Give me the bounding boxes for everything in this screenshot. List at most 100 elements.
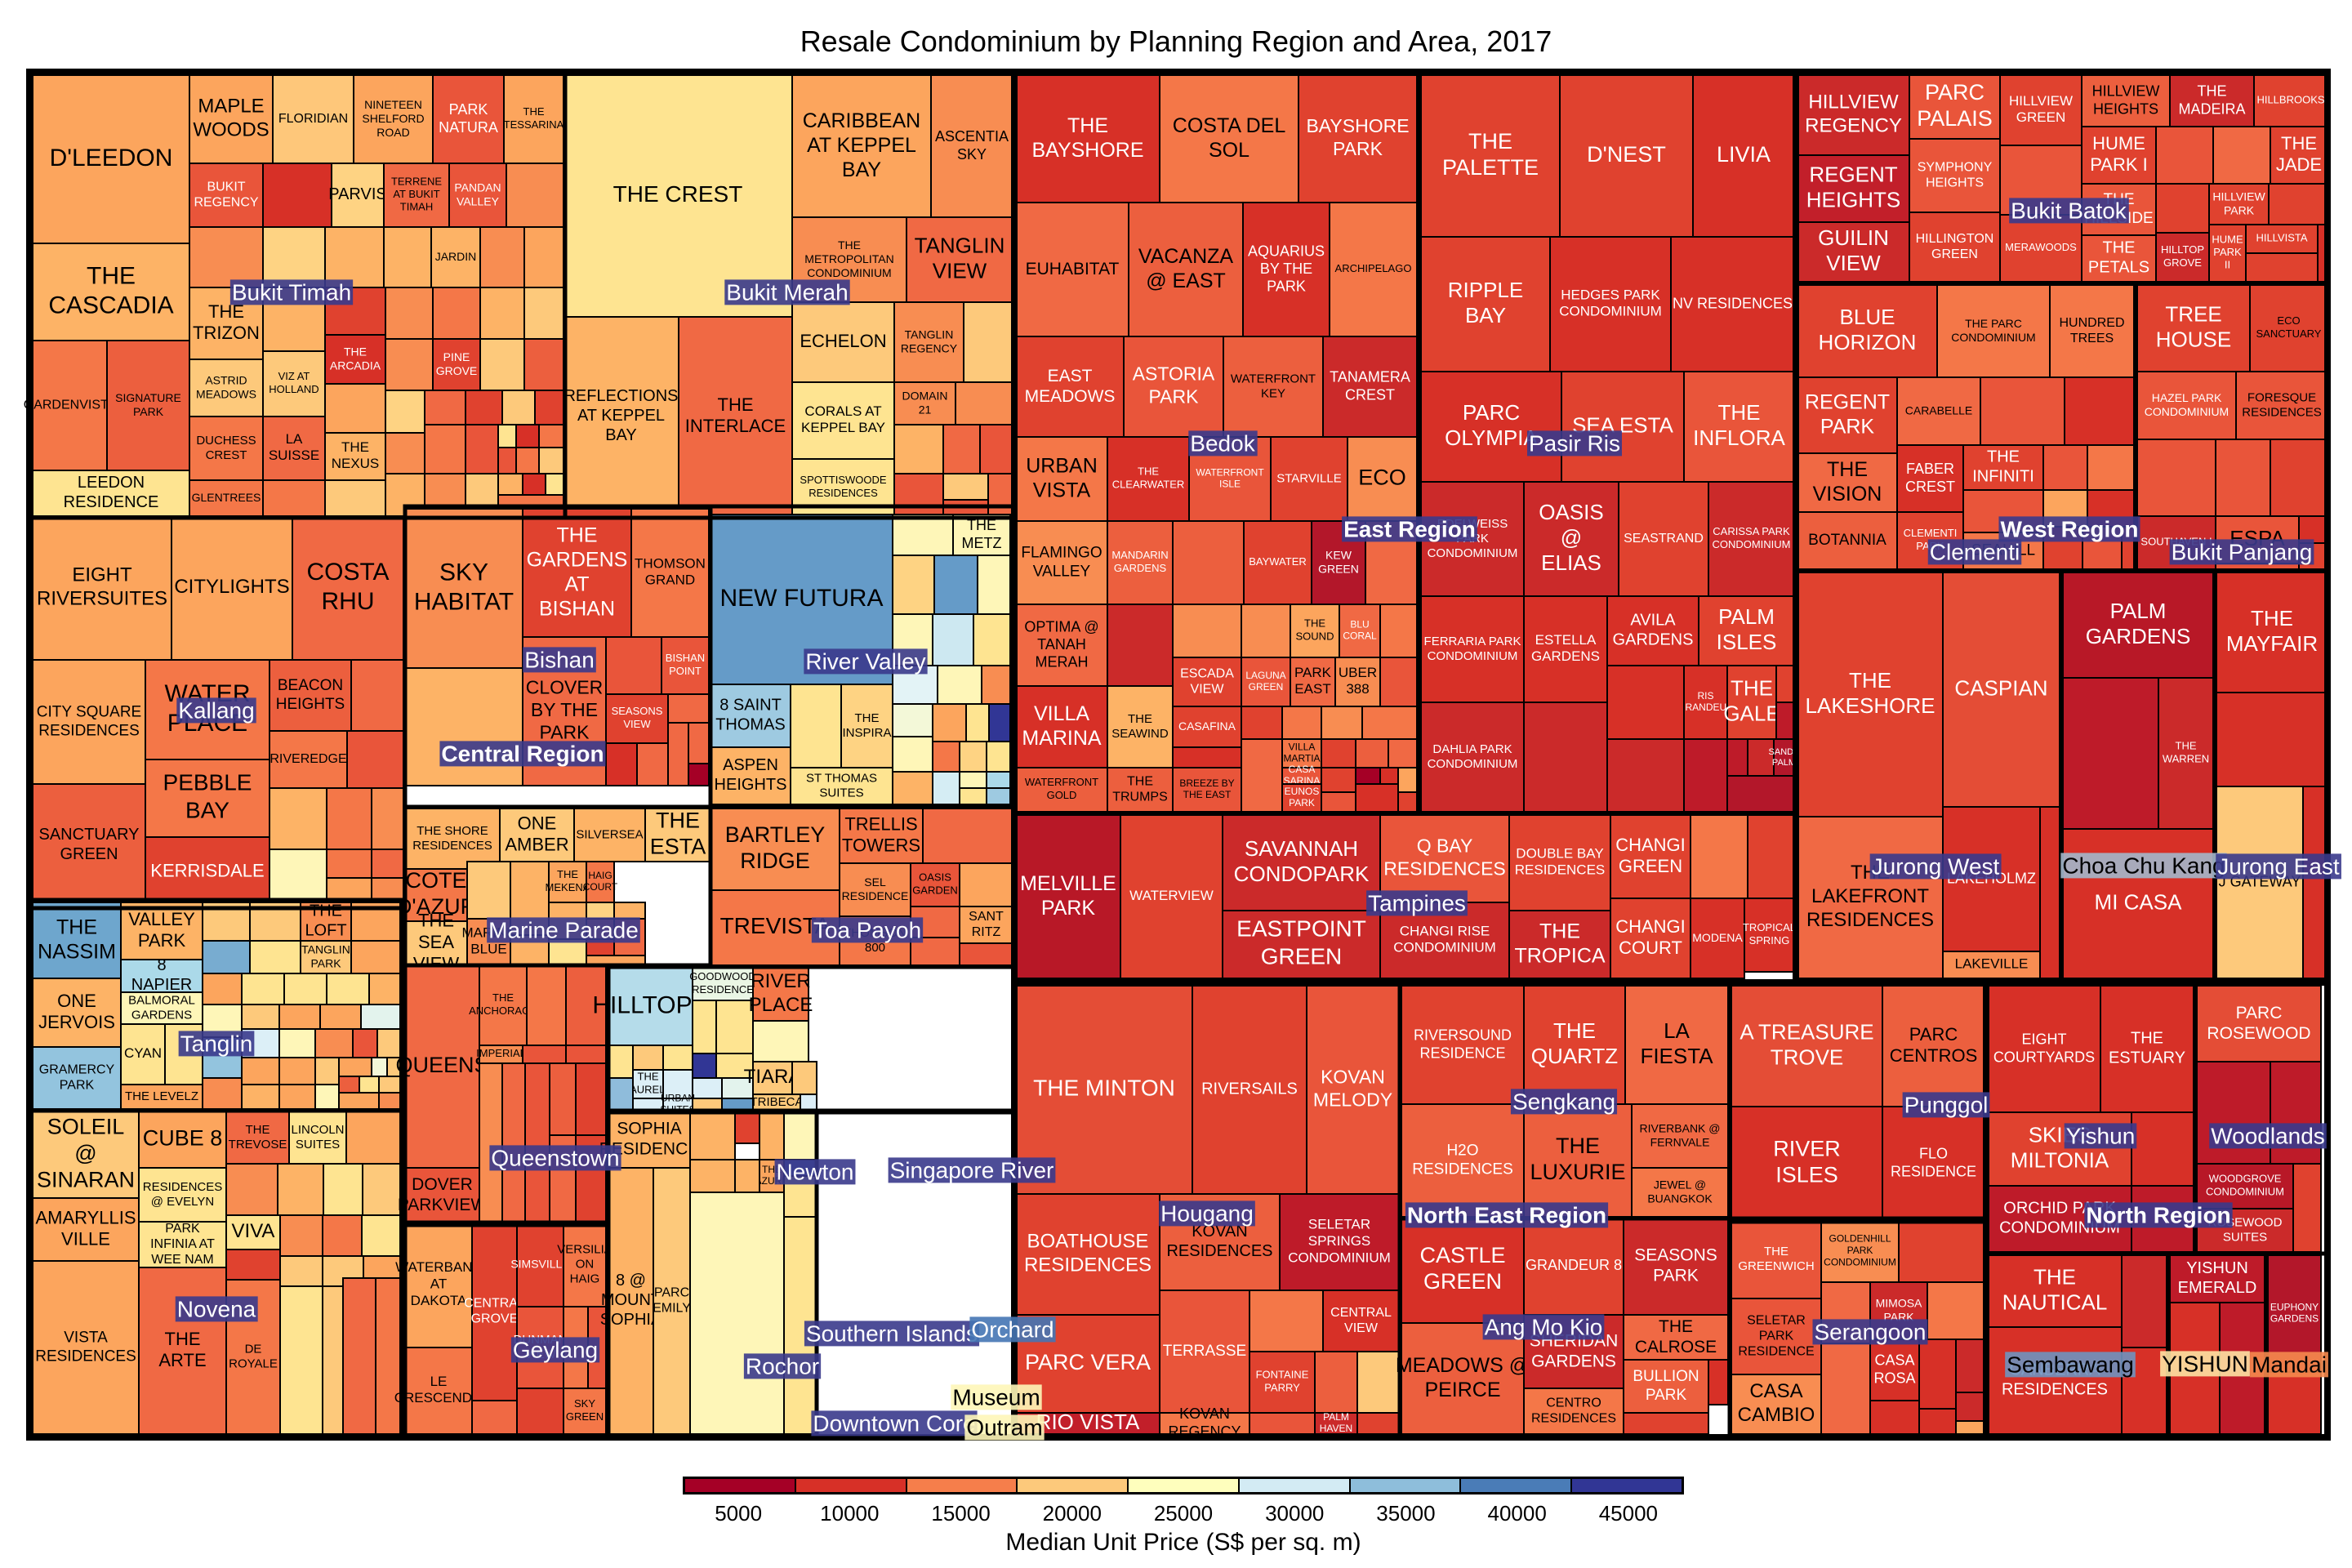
treemap-tile	[636, 742, 669, 786]
legend-tick-label: 20000	[1042, 1501, 1102, 1526]
tile-label: THE CALROSE	[1635, 1316, 1717, 1356]
tile-label: BUKIT REGENCY	[194, 180, 258, 210]
tile-label: VILLA MARINA	[1022, 702, 1102, 750]
label-text: Bukit Timah	[232, 279, 351, 305]
tile-label: SEL RESIDENCE	[842, 875, 909, 902]
treemap-tile	[269, 730, 348, 789]
tile-label: CASA ROSA	[1873, 1352, 1915, 1386]
label-text: Choa Chu Kang	[2062, 853, 2225, 878]
treemap-tile	[959, 771, 987, 789]
tile-label: ASTRID MEADOWS	[196, 373, 256, 400]
treemap-tile	[1290, 604, 1340, 658]
tile-label: SOPHIA RESIDENCE	[599, 1119, 700, 1158]
label-background	[1526, 430, 1623, 457]
treemap-tile	[2081, 74, 2171, 127]
tile-label: HUNDRED TREES	[2060, 316, 2125, 345]
area-label: Ang Mo Kio	[1482, 1314, 1605, 1340]
treemap-tile	[515, 447, 540, 474]
label-text: Jurong East	[2217, 853, 2340, 879]
treemap-tile	[324, 226, 385, 288]
tile-label: CENTRO RESIDENCES	[1531, 1396, 1616, 1426]
treemap-tile	[667, 693, 710, 724]
tile-label: TERRASSE	[1163, 1343, 1246, 1360]
treemap-tile	[1015, 814, 1121, 979]
treemap-tile	[1420, 74, 1561, 238]
tile-label: KOVAN RESIDENCES	[1166, 1223, 1272, 1260]
tile-label: HILLVIEW PARK	[2212, 189, 2265, 216]
treemap-tile	[1898, 1219, 1985, 1283]
tile-label: MAPLE WOODS	[193, 96, 269, 141]
tile-label: GRAMERCY PARK	[39, 1063, 115, 1093]
tile-label: PARC OLYMPIA	[1445, 400, 1538, 450]
treemap-tile	[791, 301, 895, 383]
treemap-tile	[608, 967, 693, 1046]
treemap-tile	[1397, 791, 1418, 813]
treemap-tile	[538, 424, 564, 448]
treemap-tile	[497, 473, 523, 496]
treemap-tile	[710, 808, 840, 891]
label-background	[2250, 1352, 2328, 1378]
tile-label: CUBE 8	[143, 1126, 223, 1151]
treemap-tile	[783, 1110, 817, 1160]
tile-label: UBER 388	[1339, 665, 1377, 697]
treemap-tile	[171, 515, 293, 661]
tile-label: TANAMERA CREST	[1330, 368, 1410, 403]
treemap-tile	[2270, 439, 2328, 517]
treemap-tile	[692, 967, 754, 1001]
label-text: Woodlands	[2211, 1123, 2325, 1148]
treemap-tile	[1690, 814, 1748, 899]
treemap-tile	[338, 1076, 360, 1094]
label-background	[743, 1353, 822, 1379]
tile-label: HILLTOP GROVE	[2161, 244, 2204, 270]
tile-label: PARVIS	[328, 185, 387, 203]
label-text: Singapore River	[890, 1157, 1054, 1183]
treemap-tile	[1222, 814, 1381, 911]
treemap-tile	[516, 1388, 564, 1435]
tile-label: PARK NATURA	[439, 101, 498, 136]
area-label: Tanglin	[178, 1031, 255, 1057]
treemap-tile	[2064, 376, 2135, 446]
tile-label: SEASONS PARK	[1634, 1245, 1717, 1285]
tile-label: THE PETALS	[2088, 239, 2149, 277]
treemap-tile	[138, 1111, 227, 1169]
treemap-tile	[424, 390, 466, 425]
treemap-tile	[1896, 376, 1981, 446]
label-background	[487, 917, 640, 943]
treemap-tile	[241, 1004, 280, 1030]
area-label: Yishun	[2064, 1123, 2137, 1149]
area-label: Jurong West	[1869, 853, 2002, 880]
label-background	[888, 1157, 1056, 1183]
treemap-tile	[385, 390, 425, 434]
treemap-tile	[523, 338, 564, 391]
area-label: Novena	[175, 1296, 258, 1322]
label-text: Marine Parade	[488, 917, 639, 942]
treemap-tile	[404, 667, 523, 786]
treemap-tile	[662, 1069, 693, 1099]
label-background	[1188, 430, 1258, 457]
treemap-tile	[605, 742, 638, 786]
treemap-tile	[314, 1028, 354, 1058]
treemap-tile	[2268, 183, 2328, 225]
tile-label: EAST MEADOWS	[1025, 366, 1116, 405]
label-background	[2169, 539, 2314, 565]
tile-label: LAKEVILLE	[1955, 956, 2029, 972]
tile-label: SANDY PALM	[1769, 747, 1801, 768]
tile-label: PARC PALAIS	[1917, 80, 1993, 131]
treemap-tile	[986, 741, 1011, 773]
tile-label: YISHUN EMERALD	[2178, 1259, 2257, 1297]
treemap-tile	[1955, 1420, 1985, 1435]
treemap-tile	[1623, 1314, 1729, 1361]
treemap-tile	[202, 1077, 243, 1110]
tile-label: ASTORIA PARK	[1133, 363, 1215, 408]
treemap-tile	[2292, 1163, 2322, 1253]
tile-label: MEADOWS @ PEIRCE	[1396, 1354, 1530, 1401]
treemap-tile	[322, 1214, 363, 1257]
treemap-tile	[981, 665, 1011, 705]
treemap-tile	[503, 74, 564, 164]
tile-label: ESTELLA GARDENS	[1531, 632, 1600, 664]
treemap-tile	[360, 1004, 401, 1030]
treemap-tile	[471, 1400, 518, 1435]
treemap-tile	[292, 515, 404, 661]
treemap-tile	[1355, 783, 1399, 813]
tile-label: EUHABITAT	[1026, 260, 1120, 278]
